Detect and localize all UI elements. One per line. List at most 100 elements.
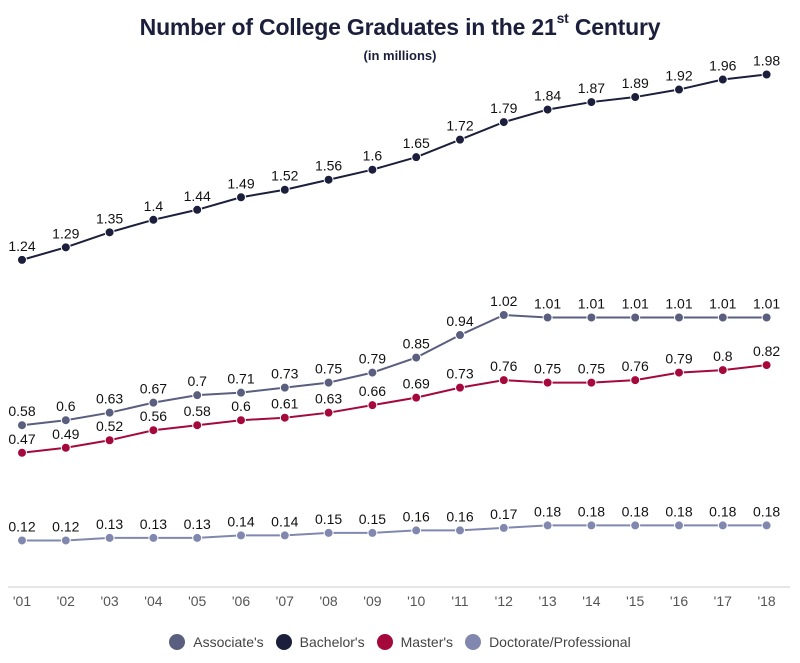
data-point[interactable] bbox=[192, 420, 203, 431]
data-point[interactable] bbox=[586, 97, 597, 108]
data-point[interactable] bbox=[192, 532, 203, 543]
data-point[interactable] bbox=[455, 134, 465, 145]
legend-item[interactable]: Doctorate/Professional bbox=[465, 634, 631, 650]
data-point[interactable] bbox=[104, 227, 115, 238]
data-point[interactable] bbox=[498, 117, 509, 128]
data-point[interactable] bbox=[236, 192, 246, 203]
data-label: 1.49 bbox=[227, 175, 254, 191]
data-point[interactable] bbox=[455, 330, 465, 341]
data-label: 1.72 bbox=[446, 118, 473, 134]
data-point[interactable] bbox=[411, 152, 422, 163]
data-point[interactable] bbox=[60, 242, 71, 253]
legend-item[interactable]: Master's bbox=[376, 634, 453, 650]
data-point[interactable] bbox=[411, 525, 422, 536]
data-point[interactable] bbox=[761, 69, 772, 80]
data-point[interactable] bbox=[542, 312, 553, 323]
data-label: 1.92 bbox=[665, 68, 692, 84]
legend-item[interactable]: Bachelor's bbox=[275, 634, 365, 650]
legend-item[interactable]: Associate's bbox=[169, 634, 264, 650]
data-point[interactable] bbox=[630, 520, 641, 531]
data-point[interactable] bbox=[104, 532, 115, 543]
data-point[interactable] bbox=[236, 415, 246, 426]
data-point[interactable] bbox=[674, 520, 684, 531]
data-point[interactable] bbox=[367, 164, 378, 175]
data-point[interactable] bbox=[279, 382, 290, 393]
chart-subtitle: (in millions) bbox=[363, 48, 437, 63]
data-point[interactable] bbox=[148, 397, 159, 408]
data-label: 0.73 bbox=[271, 366, 298, 382]
data-point[interactable] bbox=[323, 174, 334, 185]
data-point[interactable] bbox=[148, 532, 159, 543]
data-point[interactable] bbox=[717, 365, 728, 376]
data-label: 0.14 bbox=[271, 513, 298, 529]
data-point[interactable] bbox=[717, 74, 728, 85]
data-label: 1.84 bbox=[534, 88, 561, 104]
data-label: 0.16 bbox=[403, 508, 430, 524]
data-point[interactable] bbox=[60, 415, 71, 426]
data-point[interactable] bbox=[630, 312, 641, 323]
data-point[interactable] bbox=[104, 407, 115, 418]
data-point[interactable] bbox=[586, 312, 597, 323]
data-point[interactable] bbox=[192, 390, 203, 401]
data-point[interactable] bbox=[674, 367, 684, 378]
data-label: 1.96 bbox=[709, 58, 736, 74]
data-point[interactable] bbox=[236, 387, 246, 398]
data-point[interactable] bbox=[192, 204, 203, 215]
data-point[interactable] bbox=[60, 535, 71, 546]
data-label: 0.13 bbox=[96, 516, 123, 532]
data-point[interactable] bbox=[498, 309, 509, 320]
data-point[interactable] bbox=[367, 527, 378, 538]
legend-marker-icon bbox=[465, 634, 482, 650]
legend: Associate's Bachelor's Master's Doctorate/P… bbox=[0, 634, 800, 650]
data-point[interactable] bbox=[323, 407, 334, 418]
data-point[interactable] bbox=[60, 442, 71, 453]
data-point[interactable] bbox=[586, 520, 597, 531]
data-point[interactable] bbox=[630, 375, 641, 386]
data-point[interactable] bbox=[761, 520, 772, 531]
data-point[interactable] bbox=[761, 360, 772, 371]
data-point[interactable] bbox=[455, 382, 465, 393]
data-point[interactable] bbox=[411, 352, 422, 363]
data-point[interactable] bbox=[279, 412, 290, 423]
data-point[interactable] bbox=[236, 530, 246, 541]
data-label: 0.75 bbox=[315, 361, 342, 377]
data-point[interactable] bbox=[586, 377, 597, 388]
data-point[interactable] bbox=[542, 104, 553, 115]
data-point[interactable] bbox=[367, 367, 378, 378]
data-label: 0.8 bbox=[713, 348, 733, 364]
data-label: 1.44 bbox=[184, 188, 211, 204]
data-point[interactable] bbox=[367, 400, 378, 411]
data-point[interactable] bbox=[498, 522, 509, 533]
data-label: 0.75 bbox=[534, 361, 561, 377]
data-label: 1.65 bbox=[403, 135, 430, 151]
data-label: 0.16 bbox=[446, 508, 473, 524]
series-bachelor-s: 1.24 1.29 1.35 1.4 1.44 1.49 1.52 1.56 1.6 1.65 1.… bbox=[8, 53, 780, 265]
data-point[interactable] bbox=[498, 375, 509, 386]
data-point[interactable] bbox=[630, 92, 641, 103]
data-point[interactable] bbox=[17, 254, 27, 265]
data-point[interactable] bbox=[148, 214, 159, 225]
data-point[interactable] bbox=[323, 527, 334, 538]
data-point[interactable] bbox=[17, 447, 27, 458]
data-point[interactable] bbox=[323, 377, 334, 388]
data-point[interactable] bbox=[717, 312, 728, 323]
data-point[interactable] bbox=[761, 312, 772, 323]
data-point[interactable] bbox=[104, 435, 115, 446]
data-point[interactable] bbox=[674, 312, 684, 323]
data-point[interactable] bbox=[542, 377, 553, 388]
data-label: 0.94 bbox=[446, 313, 473, 329]
data-point[interactable] bbox=[279, 184, 290, 195]
data-label: 0.71 bbox=[227, 371, 254, 387]
chart-title-end: Century bbox=[568, 14, 661, 40]
data-point[interactable] bbox=[279, 530, 290, 541]
data-point[interactable] bbox=[17, 535, 27, 546]
data-label: 1.29 bbox=[52, 225, 79, 241]
data-point[interactable] bbox=[455, 525, 465, 536]
data-point[interactable] bbox=[717, 520, 728, 531]
data-point[interactable] bbox=[674, 84, 684, 95]
data-point[interactable] bbox=[17, 420, 27, 431]
data-point[interactable] bbox=[148, 425, 159, 436]
data-label: 1.35 bbox=[96, 210, 123, 226]
data-point[interactable] bbox=[542, 520, 553, 531]
data-point[interactable] bbox=[411, 392, 422, 403]
